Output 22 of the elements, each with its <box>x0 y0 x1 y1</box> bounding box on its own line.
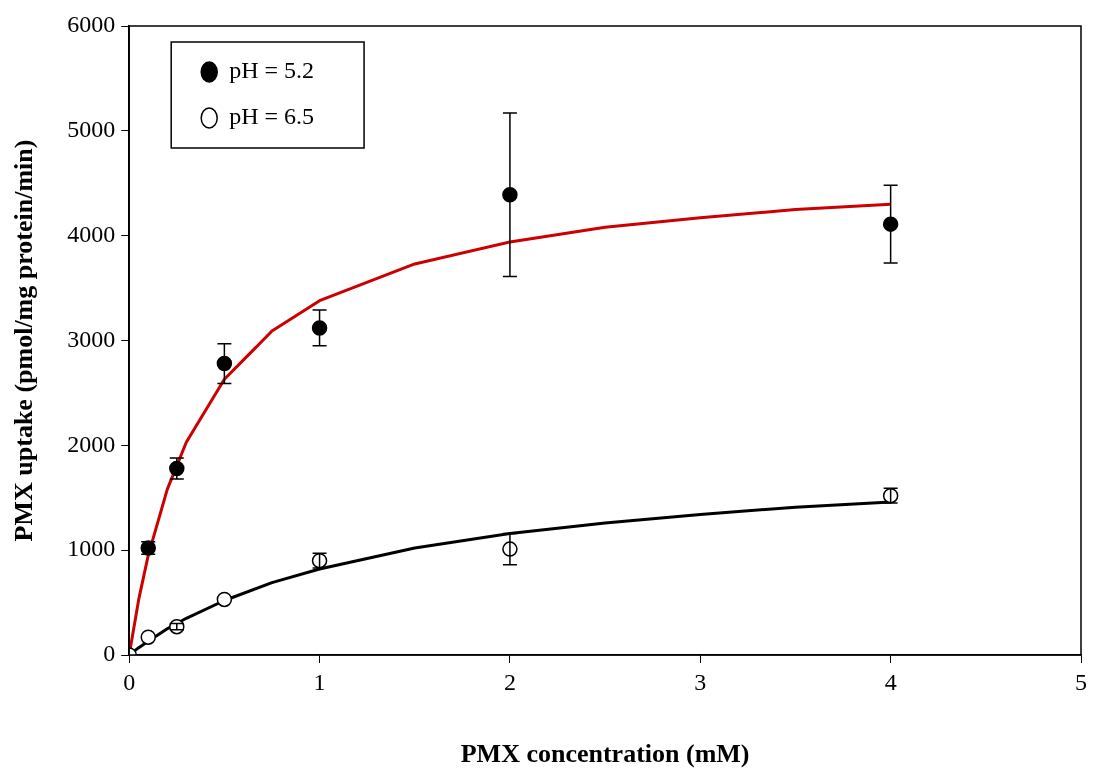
point <box>311 320 328 336</box>
legend-label: pH = 6.5 <box>229 103 315 130</box>
x-axis-title: PMX concentration (mM) <box>460 739 750 769</box>
point <box>216 355 233 372</box>
point <box>882 216 899 232</box>
legend-label: pH = 5.2 <box>229 57 315 84</box>
point <box>140 629 156 645</box>
y-tick-label: 0 <box>103 640 116 667</box>
x-tick-label: 3 <box>694 668 707 695</box>
x-tick-label: 2 <box>503 668 516 695</box>
x-tick-label: 1 <box>313 668 326 695</box>
y-tick-label: 2000 <box>67 430 116 457</box>
y-tick-label: 6000 <box>67 11 116 38</box>
x-tick-label: 0 <box>123 668 136 695</box>
x-tick-label: 4 <box>884 668 897 695</box>
x-tick-label: 5 <box>1075 668 1087 695</box>
point <box>216 591 233 608</box>
y-tick-label: 5000 <box>67 116 116 143</box>
y-tick-label: 4000 <box>67 220 116 247</box>
y-tick-label: 1000 <box>67 535 116 562</box>
y-tick-label: 3000 <box>67 325 116 352</box>
y-axis-title: PMX uptake (pmol/mg protein/min) <box>9 139 39 542</box>
